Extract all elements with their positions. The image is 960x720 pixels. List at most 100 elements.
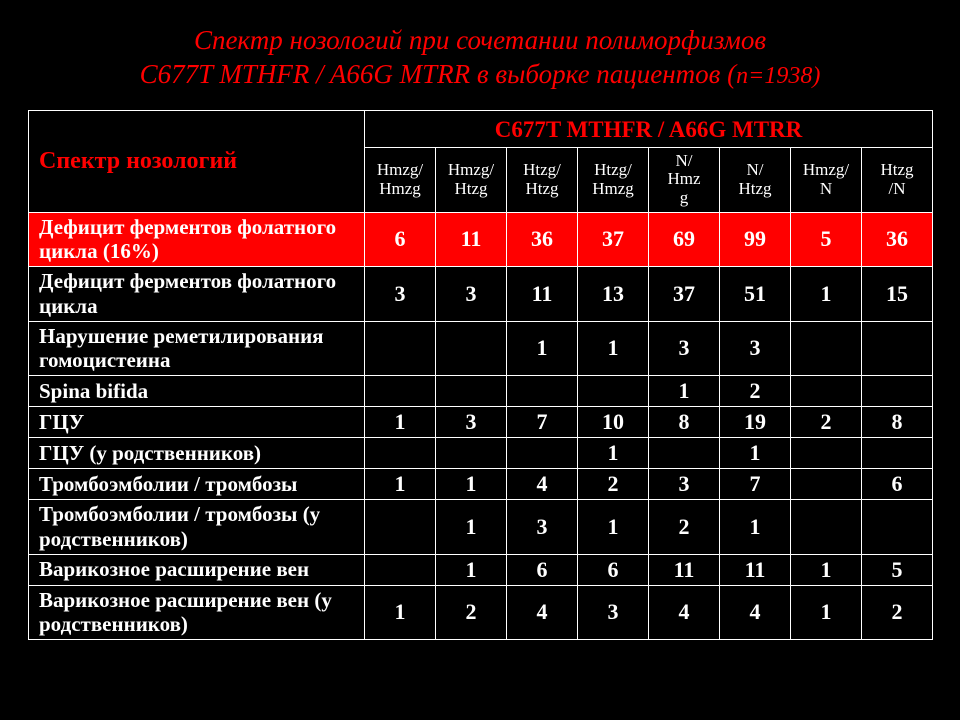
cell: 1 xyxy=(436,554,507,585)
data-table: Спектр нозологий C677T MTHFR / A66G MTRR… xyxy=(28,110,933,641)
table-row: Тромбоэмболии / тромбозы (у родственнико… xyxy=(29,500,933,555)
cell: 8 xyxy=(649,407,720,438)
row-label: Дефицит ферментов фолатного цикла xyxy=(29,267,365,322)
cell xyxy=(507,376,578,407)
cell: 3 xyxy=(436,267,507,322)
cell: 51 xyxy=(720,267,791,322)
cell xyxy=(436,321,507,376)
cell: 11 xyxy=(720,554,791,585)
cell xyxy=(365,500,436,555)
cell: 3 xyxy=(720,321,791,376)
cell: 36 xyxy=(862,212,933,267)
cell: 99 xyxy=(720,212,791,267)
cell: 4 xyxy=(649,585,720,640)
cell: 5 xyxy=(791,212,862,267)
cell: 19 xyxy=(720,407,791,438)
cell: 7 xyxy=(507,407,578,438)
cell: 3 xyxy=(436,407,507,438)
cell xyxy=(791,376,862,407)
cell: 1 xyxy=(720,500,791,555)
col-header-5: N/ Htzg xyxy=(720,147,791,212)
cell: 2 xyxy=(649,500,720,555)
cell: 6 xyxy=(862,469,933,500)
cell: 37 xyxy=(649,267,720,322)
cell: 1 xyxy=(365,469,436,500)
cell xyxy=(436,376,507,407)
cell xyxy=(862,376,933,407)
title-line-2b: n=1938) xyxy=(736,63,820,89)
cell: 2 xyxy=(720,376,791,407)
cell: 2 xyxy=(436,585,507,640)
cell: 3 xyxy=(365,267,436,322)
title-line-2a: C677T MTHFR / A66G MTRR в выборке пациен… xyxy=(140,59,737,89)
cell: 1 xyxy=(436,469,507,500)
table-row: ГЦУ (у родственников) 1 1 xyxy=(29,438,933,469)
cell xyxy=(365,376,436,407)
row-label: ГЦУ xyxy=(29,407,365,438)
cell: 4 xyxy=(507,585,578,640)
cell: 2 xyxy=(791,407,862,438)
cell: 1 xyxy=(578,500,649,555)
cell: 5 xyxy=(862,554,933,585)
cell: 11 xyxy=(649,554,720,585)
cell: 15 xyxy=(862,267,933,322)
table-row: Варикозное расширение вен (у родственник… xyxy=(29,585,933,640)
col-header-3: Htzg/ Hmzg xyxy=(578,147,649,212)
row-label: ГЦУ (у родственников) xyxy=(29,438,365,469)
title-line-1: Спектр нозологий при сочетании полиморфи… xyxy=(194,25,766,55)
cell xyxy=(507,438,578,469)
cell: 11 xyxy=(436,212,507,267)
cell: 1 xyxy=(791,267,862,322)
cell xyxy=(791,321,862,376)
cell: 3 xyxy=(578,585,649,640)
cell xyxy=(862,438,933,469)
table-row: Spina bifida 12 xyxy=(29,376,933,407)
cell xyxy=(365,321,436,376)
cell: 1 xyxy=(578,321,649,376)
row-label: Нарушение реметилирования гомоцистеина xyxy=(29,321,365,376)
col-header-7: Htzg /N xyxy=(862,147,933,212)
col-header-0: Hmzg/ Hmzg xyxy=(365,147,436,212)
cell: 1 xyxy=(649,376,720,407)
cell xyxy=(791,500,862,555)
cell: 1 xyxy=(365,407,436,438)
cell: 4 xyxy=(507,469,578,500)
cell: 37 xyxy=(578,212,649,267)
row-label: Дефицит ферментов фолатного цикла (16%) xyxy=(29,212,365,267)
cell: 11 xyxy=(507,267,578,322)
cell: 1 xyxy=(436,500,507,555)
cell: 1 xyxy=(507,321,578,376)
cell: 6 xyxy=(578,554,649,585)
slide-title: Спектр нозологий при сочетании полиморфи… xyxy=(28,24,932,92)
row-header-title: Спектр нозологий xyxy=(29,110,365,212)
cell xyxy=(578,376,649,407)
cell: 13 xyxy=(578,267,649,322)
cell: 8 xyxy=(862,407,933,438)
cell: 10 xyxy=(578,407,649,438)
table-row: ГЦУ1371081928 xyxy=(29,407,933,438)
cell: 6 xyxy=(507,554,578,585)
cell: 1 xyxy=(365,585,436,640)
row-label: Варикозное расширение вен xyxy=(29,554,365,585)
cell xyxy=(791,438,862,469)
cell xyxy=(862,321,933,376)
table-row: Дефицит ферментов фолатного цикла3311133… xyxy=(29,267,933,322)
cell xyxy=(365,554,436,585)
cell: 1 xyxy=(720,438,791,469)
row-label: Тромбоэмболии / тромбозы (у родственнико… xyxy=(29,500,365,555)
table-row: Варикозное расширение вен166111115 xyxy=(29,554,933,585)
table-row: Тромбоэмболии / тромбозы1142376 xyxy=(29,469,933,500)
cell: 2 xyxy=(578,469,649,500)
col-header-4: N/ Hmz g xyxy=(649,147,720,212)
table-row: Дефицит ферментов фолатного цикла (16%)6… xyxy=(29,212,933,267)
cell: 1 xyxy=(791,554,862,585)
row-label: Spina bifida xyxy=(29,376,365,407)
combo-header: C677T MTHFR / A66G MTRR xyxy=(365,110,933,147)
cell xyxy=(649,438,720,469)
col-header-1: Hmzg/ Htzg xyxy=(436,147,507,212)
table-row: Нарушение реметилирования гомоцистеина 11… xyxy=(29,321,933,376)
row-label: Варикозное расширение вен (у родственник… xyxy=(29,585,365,640)
cell: 1 xyxy=(578,438,649,469)
cell xyxy=(365,438,436,469)
col-header-6: Hmzg/ N xyxy=(791,147,862,212)
